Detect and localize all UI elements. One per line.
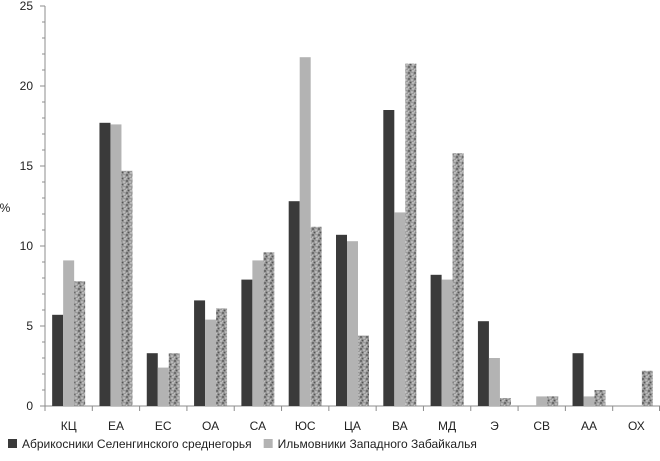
- bar-ЕС-series-3: [168, 353, 180, 406]
- x-tick-label: АА: [581, 419, 597, 433]
- x-tick-label: КЦ: [61, 419, 77, 433]
- y-tick-label: 25: [20, 0, 34, 13]
- x-tick-label: СВ: [533, 419, 550, 433]
- x-tick-label: Э: [490, 419, 499, 433]
- bar-СА-series-2: [252, 260, 264, 406]
- bar-МД-series-3: [452, 153, 464, 406]
- y-tick-label: 15: [20, 159, 34, 173]
- bar-Э-series-2: [488, 358, 500, 406]
- bar-ЕС-series-2: [157, 367, 169, 406]
- bar-ВА-series-1: [383, 110, 395, 406]
- bar-ЕС-series-1: [146, 353, 158, 406]
- legend-item: Ильмовники Западного Забайкалья: [263, 437, 477, 451]
- x-tick-label: МД: [438, 419, 456, 433]
- bar-МД-series-1: [430, 274, 442, 406]
- bar-КЦ-series-3: [74, 281, 86, 406]
- bar-ЮС-series-3: [310, 226, 322, 406]
- bar-Э-series-3: [499, 398, 511, 406]
- bar-ОА-series-3: [216, 308, 228, 406]
- x-tick-label: ЮС: [295, 419, 316, 433]
- bar-КЦ-series-2: [63, 260, 75, 406]
- legend-label: Абрикосники Селенгинского среднегорья: [22, 437, 252, 451]
- bar-СВ-series-2: [536, 396, 548, 406]
- x-tick-label: ВА: [392, 419, 408, 433]
- legend-swatch: [263, 439, 273, 448]
- y-axis: 0 5 10 15 20 25%: [0, 0, 46, 413]
- x-tick-label: ЕС: [155, 419, 172, 433]
- bar-АА-series-3: [594, 390, 606, 406]
- bar-ОА-series-1: [194, 300, 206, 406]
- bar-ЦА-series-3: [358, 335, 369, 406]
- bar-АА-series-2: [583, 396, 595, 406]
- bar-МД-series-2: [441, 279, 453, 406]
- y-axis-title: %: [0, 201, 11, 215]
- y-tick-label: 5: [26, 319, 33, 333]
- y-tick-label: 0: [26, 399, 33, 413]
- bar-СА-series-3: [263, 252, 275, 406]
- x-tick-label: ЦА: [344, 419, 361, 433]
- bar-ЮС-series-2: [299, 57, 311, 406]
- x-axis: КЦ ЕА ЕС ОА СА ЮС ЦА ВА МД Э СВ АА ОХ: [44, 405, 660, 433]
- bars: [52, 57, 653, 407]
- legend-item: Абрикосники Селенгинского среднегорья: [8, 437, 252, 451]
- bar-КЦ-series-1: [52, 314, 64, 406]
- bar-ВА-series-3: [405, 63, 417, 406]
- x-tick-label: СА: [250, 419, 266, 433]
- y-tick-label: 20: [20, 79, 34, 93]
- bar-ВА-series-2: [394, 212, 406, 406]
- bar-ЮС-series-1: [288, 201, 300, 406]
- bar-ЕА-series-2: [110, 124, 122, 407]
- bar-СА-series-1: [241, 279, 253, 406]
- legend-label: Ильмовники Западного Забайкалья: [278, 437, 477, 451]
- bar-ЕА-series-1: [99, 122, 111, 407]
- bar-СВ-series-3: [547, 396, 559, 406]
- bar-ОА-series-2: [205, 319, 217, 406]
- bar-ОХ-series-3: [641, 370, 653, 406]
- x-tick-label: ЕА: [108, 419, 124, 433]
- bar-ЦА-series-2: [347, 241, 358, 406]
- bar-ЦА-series-1: [336, 234, 347, 406]
- y-tick-label: 10: [20, 239, 34, 253]
- bar-ЕА-series-3: [121, 170, 133, 406]
- bar-АА-series-1: [572, 353, 584, 406]
- legend-swatch: [8, 439, 17, 448]
- legend: Абрикосники Селенгинского среднегорья Иль…: [8, 437, 477, 451]
- x-tick-label: ОА: [202, 419, 219, 433]
- bar-Э-series-1: [477, 321, 489, 406]
- x-tick-label: ОХ: [628, 419, 645, 433]
